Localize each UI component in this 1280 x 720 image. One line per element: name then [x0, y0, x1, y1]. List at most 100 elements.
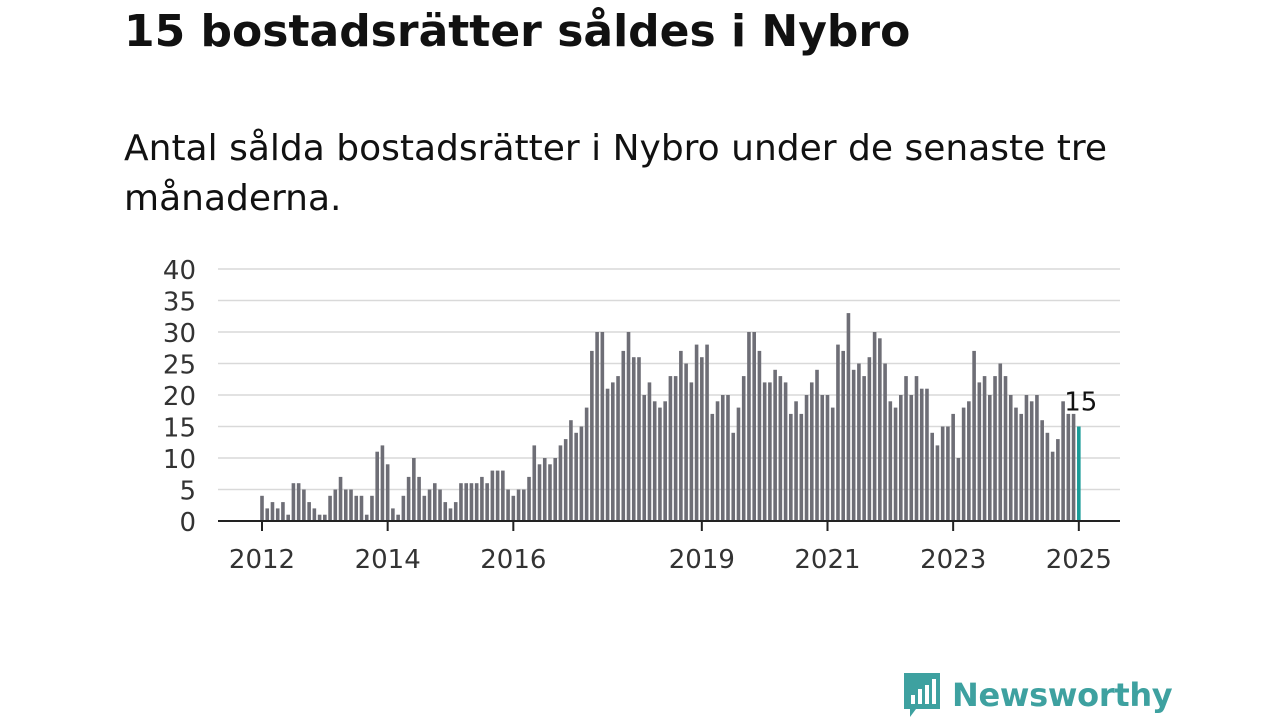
- bar: [532, 445, 537, 521]
- bar: [642, 395, 647, 521]
- bar: [359, 495, 364, 521]
- bar: [574, 432, 578, 521]
- bar: [846, 313, 851, 521]
- bar: [396, 514, 400, 521]
- bar: [343, 489, 348, 521]
- bar: [611, 382, 615, 521]
- bar: [862, 376, 866, 521]
- bar: [626, 332, 631, 521]
- bar: [977, 382, 982, 521]
- bar: [736, 407, 741, 521]
- bar: [935, 445, 940, 521]
- x-tick-label: 2025: [1046, 545, 1112, 575]
- bar: [668, 376, 673, 521]
- y-tick-label: 20: [163, 382, 196, 412]
- bar: [631, 357, 636, 521]
- bar: [1050, 451, 1055, 521]
- bar: [584, 407, 589, 521]
- bar: [605, 388, 610, 521]
- bar: [705, 344, 709, 521]
- bar: [1014, 407, 1018, 521]
- bar: [569, 420, 573, 521]
- bar: [909, 395, 914, 521]
- bar: [621, 350, 626, 521]
- bar: [1019, 413, 1024, 521]
- bar: [485, 483, 489, 521]
- bar: [652, 401, 657, 521]
- bar: [1003, 376, 1008, 521]
- bar: [459, 483, 463, 521]
- bar: [333, 489, 338, 521]
- bar: [490, 470, 495, 521]
- bar: [694, 344, 699, 521]
- bar: [432, 483, 437, 521]
- brand-name: Newsworthy: [952, 676, 1173, 714]
- chart-subtitle: Antal sålda bostadsrätter i Nybro under …: [124, 128, 1107, 219]
- bar: [275, 508, 280, 521]
- bar: [673, 376, 678, 521]
- bar: [783, 382, 788, 521]
- bar: [296, 483, 301, 521]
- bar-highlight: [1077, 426, 1081, 521]
- bar: [726, 395, 730, 521]
- bar: [270, 502, 275, 521]
- bar: [590, 350, 594, 521]
- y-tick-label: 0: [179, 508, 196, 538]
- bar: [1029, 401, 1034, 521]
- bar: [658, 407, 662, 521]
- bar: [1071, 413, 1076, 521]
- bar: [836, 344, 840, 521]
- highlight-data-label: 15: [1064, 388, 1097, 418]
- bar: [307, 502, 311, 521]
- bar: [747, 332, 751, 521]
- newsworthy-logo-icon: [904, 673, 940, 717]
- bar: [982, 376, 987, 521]
- bar: [380, 445, 385, 521]
- bar: [448, 508, 453, 521]
- bar: [579, 426, 584, 521]
- x-tick-label: 2014: [355, 545, 421, 575]
- bar: [260, 495, 264, 521]
- bar: [1061, 401, 1065, 521]
- x-tick-label: 2012: [229, 545, 295, 575]
- bar: [804, 395, 809, 521]
- bar: [715, 401, 720, 521]
- bar: [385, 464, 390, 521]
- bar: [600, 332, 605, 521]
- bar: [474, 483, 479, 521]
- bar: [768, 382, 772, 521]
- bar: [1024, 395, 1029, 521]
- bar: [328, 495, 332, 521]
- bar: [265, 508, 270, 521]
- bar: [480, 476, 484, 521]
- bar: [516, 489, 521, 521]
- bar: [338, 476, 343, 521]
- bar: [799, 413, 804, 521]
- bar: [1040, 420, 1044, 521]
- brand-logo[interactable]: Newsworthy: [902, 670, 1173, 720]
- bar: [841, 350, 845, 521]
- bar: [883, 363, 887, 521]
- y-tick-label: 30: [163, 319, 196, 349]
- bar: [312, 508, 317, 521]
- bar: [464, 483, 469, 521]
- bar: [349, 489, 353, 521]
- bar: [401, 495, 406, 521]
- bar: [281, 502, 285, 521]
- bar: [904, 376, 908, 521]
- bar: [988, 395, 992, 521]
- bar: [647, 382, 652, 521]
- bar: [710, 413, 715, 521]
- bar: [364, 514, 369, 521]
- bar: [757, 350, 762, 521]
- bar: [302, 489, 306, 521]
- bar: [522, 489, 526, 521]
- y-tick-label: 5: [179, 477, 196, 507]
- x-tick-label: 2019: [669, 545, 735, 575]
- bar: [1035, 395, 1039, 521]
- bar: [851, 369, 856, 521]
- bar: [595, 332, 599, 521]
- bar: [689, 382, 694, 521]
- bar: [1056, 439, 1060, 521]
- bar: [762, 382, 767, 521]
